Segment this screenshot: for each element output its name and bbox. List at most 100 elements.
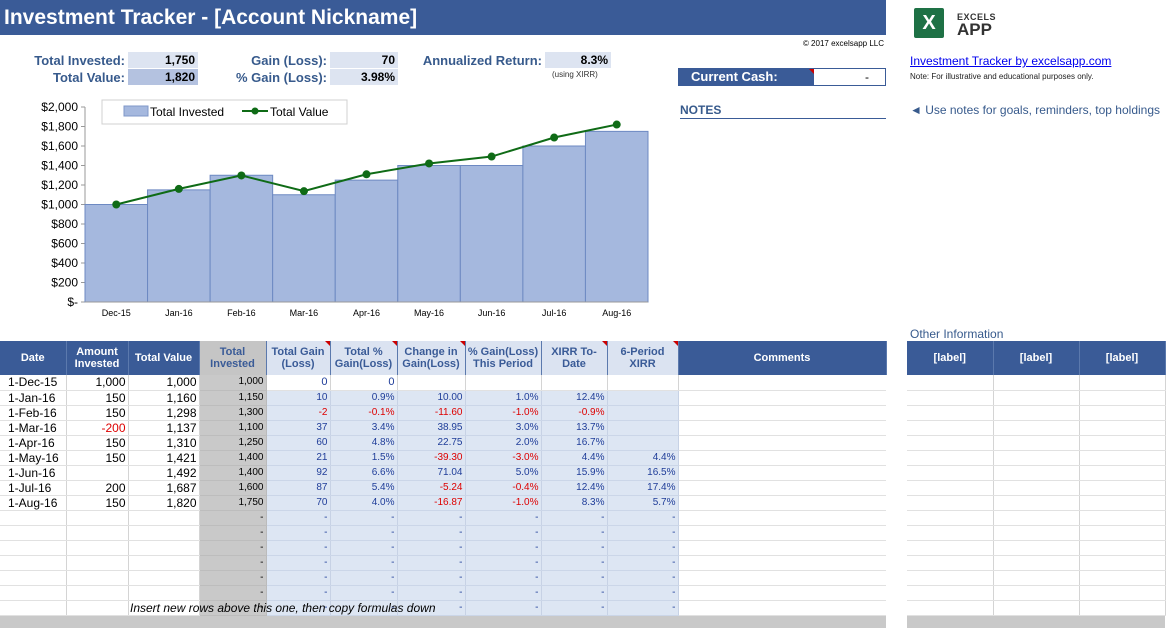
other-table-cell[interactable] — [993, 525, 1080, 541]
table-cell[interactable]: - — [397, 570, 466, 586]
table-cell[interactable]: - — [465, 600, 542, 616]
table-cell[interactable]: - — [541, 555, 608, 571]
table-cell[interactable]: - — [465, 570, 542, 586]
table-cell[interactable] — [128, 600, 200, 616]
table-cell[interactable] — [678, 405, 886, 421]
table-cell[interactable]: - — [397, 525, 466, 541]
table-cell[interactable]: - — [199, 540, 267, 556]
other-table-cell[interactable] — [907, 525, 994, 541]
table-cell[interactable] — [0, 510, 67, 526]
table-cell[interactable]: -0.1% — [330, 405, 398, 421]
table-cell[interactable]: 15.9% — [541, 465, 608, 481]
table-cell[interactable]: - — [266, 585, 331, 601]
table-cell[interactable]: 1,150 — [199, 390, 267, 406]
other-table-cell[interactable] — [1079, 510, 1166, 526]
table-cell[interactable]: -5.24 — [397, 480, 466, 496]
other-table-cell[interactable] — [993, 570, 1080, 586]
table-cell[interactable] — [0, 525, 67, 541]
other-table-cell[interactable] — [1079, 450, 1166, 466]
table-cell[interactable]: 1,100 — [199, 420, 267, 436]
table-cell[interactable]: - — [541, 600, 608, 616]
table-cell[interactable]: 3.0% — [465, 420, 542, 436]
table-cell[interactable]: - — [330, 510, 398, 526]
table-cell[interactable]: - — [330, 540, 398, 556]
table-cell[interactable]: 1,160 — [128, 390, 200, 406]
table-cell[interactable]: 5.0% — [465, 465, 542, 481]
table-cell[interactable]: 3.4% — [330, 420, 398, 436]
table-cell[interactable]: - — [199, 510, 267, 526]
other-table-cell[interactable] — [1079, 465, 1166, 481]
other-table-cell[interactable] — [1079, 525, 1166, 541]
table-cell[interactable]: - — [541, 570, 608, 586]
other-table-cell[interactable] — [907, 480, 994, 496]
column-header[interactable]: % Gain(Loss) This Period — [465, 341, 542, 375]
table-cell[interactable]: 1-Jan-16 — [0, 390, 67, 406]
table-cell[interactable] — [678, 540, 886, 556]
table-cell[interactable]: - — [266, 570, 331, 586]
table-cell[interactable] — [66, 585, 129, 601]
column-header[interactable]: Total Invested — [199, 341, 267, 375]
table-cell[interactable]: 1,820 — [128, 495, 200, 511]
other-table-cell[interactable] — [1079, 600, 1166, 616]
table-cell[interactable]: 1,000 — [199, 375, 267, 391]
table-cell[interactable] — [678, 570, 886, 586]
point-total-value[interactable] — [550, 133, 559, 142]
table-cell[interactable] — [678, 525, 886, 541]
other-table-cell[interactable] — [1079, 585, 1166, 601]
table-cell[interactable] — [678, 480, 886, 496]
table-cell[interactable] — [128, 570, 200, 586]
other-table-cell[interactable] — [907, 450, 994, 466]
annualized-return-value[interactable]: 8.3% — [545, 52, 611, 68]
table-cell[interactable]: 60 — [266, 435, 331, 451]
current-cash-value[interactable]: - — [865, 70, 869, 84]
table-cell[interactable]: 70 — [266, 495, 331, 511]
table-cell[interactable]: - — [607, 570, 679, 586]
other-table-cell[interactable] — [907, 510, 994, 526]
table-cell[interactable] — [678, 600, 886, 616]
table-cell[interactable] — [128, 510, 200, 526]
table-cell[interactable]: 150 — [66, 435, 129, 451]
other-table-cell[interactable] — [907, 495, 994, 511]
table-cell[interactable]: 150 — [66, 390, 129, 406]
table-cell[interactable]: 13.7% — [541, 420, 608, 436]
table-cell[interactable]: 1,750 — [199, 495, 267, 511]
other-table-cell[interactable] — [993, 420, 1080, 436]
table-cell[interactable] — [541, 375, 608, 391]
table-cell[interactable]: - — [330, 600, 398, 616]
table-cell[interactable]: - — [330, 585, 398, 601]
table-cell[interactable]: - — [397, 555, 466, 571]
table-cell[interactable]: 1-Dec-15 — [0, 375, 67, 391]
table-cell[interactable]: 5.4% — [330, 480, 398, 496]
other-table-cell[interactable] — [993, 435, 1080, 451]
excelsapp-link[interactable]: Investment Tracker by excelsapp.com — [910, 54, 1112, 68]
table-cell[interactable] — [128, 525, 200, 541]
table-cell[interactable]: -1.0% — [465, 405, 542, 421]
table-cell[interactable]: 22.75 — [397, 435, 466, 451]
table-cell[interactable]: - — [330, 555, 398, 571]
table-cell[interactable] — [607, 435, 679, 451]
table-cell[interactable] — [607, 390, 679, 406]
other-table-cell[interactable] — [993, 540, 1080, 556]
table-cell[interactable] — [66, 510, 129, 526]
table-cell[interactable] — [128, 585, 200, 601]
table-cell[interactable] — [678, 420, 886, 436]
table-cell[interactable] — [66, 555, 129, 571]
table-cell[interactable]: -39.30 — [397, 450, 466, 466]
table-cell[interactable]: - — [607, 585, 679, 601]
other-table-cell[interactable] — [993, 405, 1080, 421]
point-total-value[interactable] — [362, 170, 371, 179]
other-table-cell[interactable] — [993, 375, 1080, 391]
table-cell[interactable]: 0 — [330, 375, 398, 391]
investment-chart[interactable]: $- $200 $400 $600 $800 $1,000 $1,200 $1,400 $1,6… — [30, 95, 660, 325]
table-cell[interactable]: - — [266, 540, 331, 556]
column-header[interactable]: XIRR To-Date — [541, 341, 608, 375]
other-table-cell[interactable] — [907, 555, 994, 571]
table-cell[interactable] — [0, 585, 67, 601]
point-total-value[interactable] — [425, 159, 434, 168]
table-cell[interactable]: 150 — [66, 450, 129, 466]
table-cell[interactable]: 92 — [266, 465, 331, 481]
other-table-cell[interactable] — [907, 600, 994, 616]
table-cell[interactable]: - — [465, 540, 542, 556]
other-table-cell[interactable] — [993, 465, 1080, 481]
table-cell[interactable]: 10 — [266, 390, 331, 406]
